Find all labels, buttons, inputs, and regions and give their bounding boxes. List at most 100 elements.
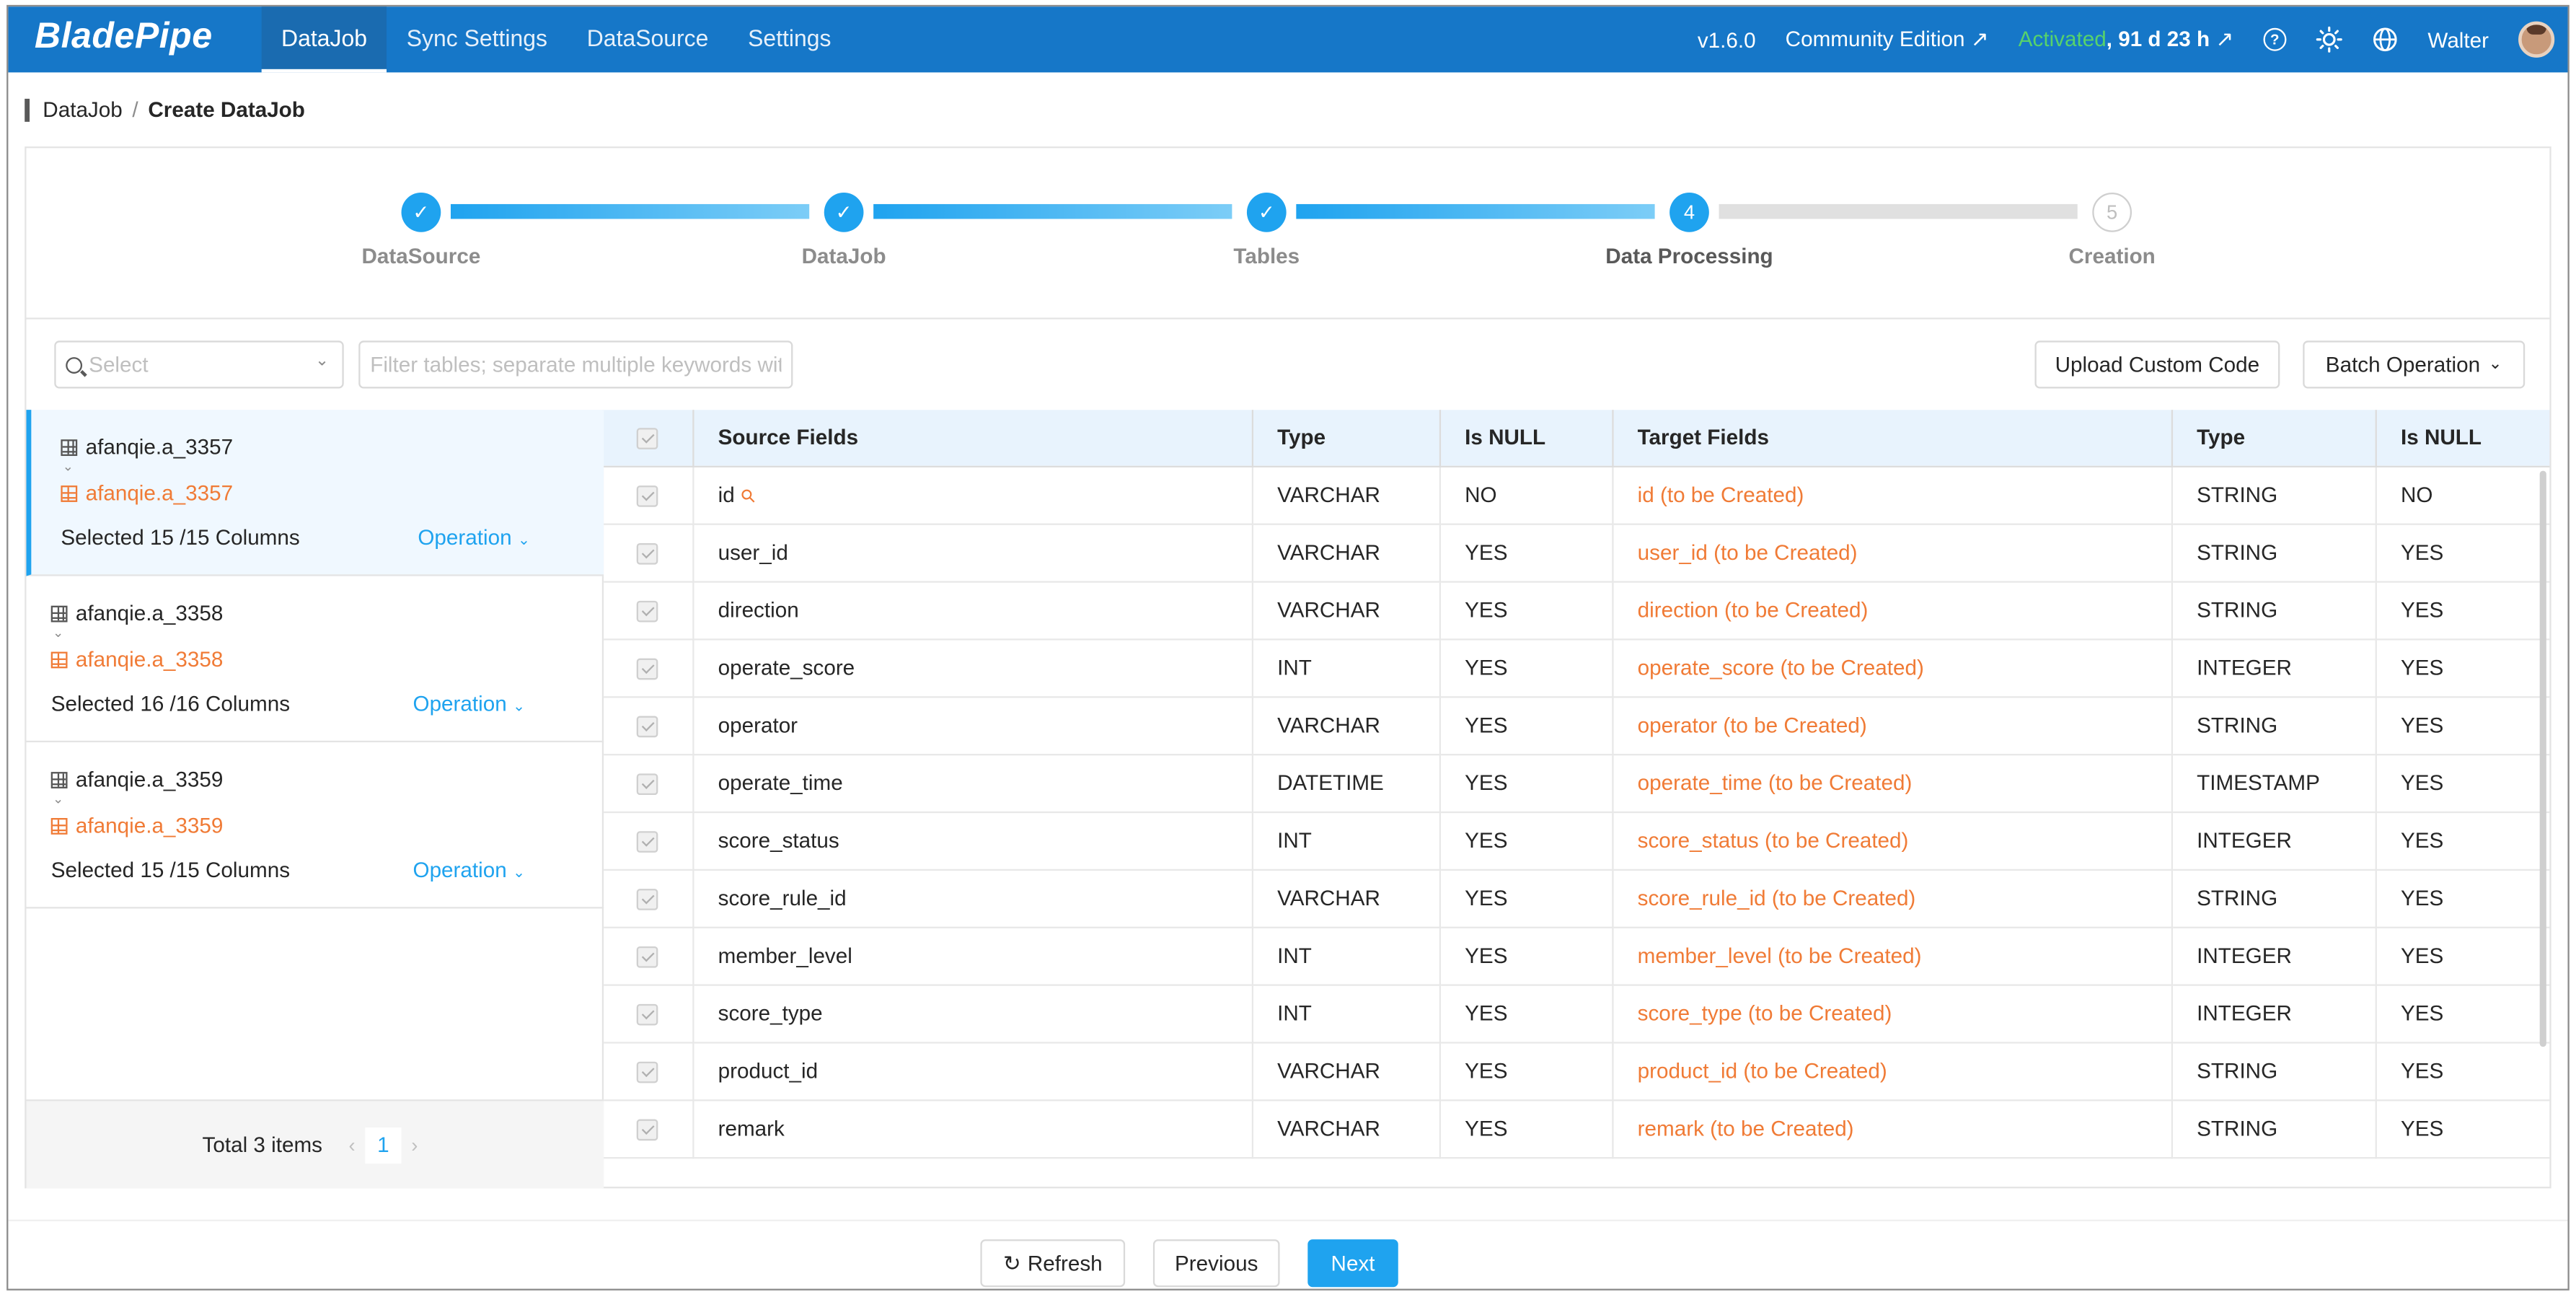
upload-custom-code-button[interactable]: Upload Custom Code [2034, 340, 2280, 389]
target-field-cell[interactable]: score_status (to be Created) [1612, 811, 2172, 870]
chevron-down-icon: ⌄ [62, 459, 74, 475]
table-row[interactable]: member_level INT YES member_level (to be Cr… [604, 926, 2550, 985]
target-null-cell: YES [2375, 754, 2550, 813]
target-field-cell[interactable]: user_id (to be Created) [1612, 523, 2172, 582]
table-row[interactable]: remark VARCHAR YES remark (to be Created) ST… [604, 1099, 2550, 1158]
target-null-cell: YES [2375, 1099, 2550, 1158]
sun-icon[interactable] [2316, 26, 2342, 53]
table-row[interactable]: operate_time DATETIME YES operate_time (to … [604, 754, 2550, 813]
target-field-cell[interactable]: member_level (to be Created) [1612, 926, 2172, 985]
question-circle-icon[interactable]: ? [2263, 27, 2287, 51]
source-type-cell: VARCHAR [1251, 465, 1440, 524]
target-field-cell[interactable]: direction (to be Created) [1612, 581, 2172, 640]
table-row[interactable]: direction VARCHAR YES direction (to be Crea… [604, 581, 2550, 640]
table-row[interactable]: score_status INT YES score_status (to be Cr… [604, 811, 2550, 870]
main-nav: DataJob Sync Settings DataSource Setting… [261, 6, 851, 73]
total-items: Total 3 items [202, 1132, 323, 1158]
row-checkbox[interactable] [637, 543, 658, 565]
list-item[interactable]: afanqie.a_3357 ⌄ afanqie.a_3357 Selected… [26, 410, 604, 576]
datasource-select[interactable]: Select ⌄ [54, 340, 344, 389]
source-null-cell: YES [1439, 696, 1613, 755]
list-item[interactable]: afanqie.a_3359 ⌄ afanqie.a_3359 Selected… [26, 742, 604, 909]
table-scrollbar[interactable] [2539, 470, 2546, 1047]
row-checkbox[interactable] [637, 716, 658, 738]
row-checkbox[interactable] [637, 1003, 658, 1026]
row-checkbox[interactable] [637, 773, 658, 796]
user-name[interactable]: Walter [2427, 27, 2489, 52]
table-row[interactable]: score_rule_id VARCHAR YES score_rule_id (to… [604, 869, 2550, 928]
table-row[interactable]: id ⚲ VARCHAR NO id (to be Created) STRING NO [604, 465, 2550, 524]
table-row[interactable]: operator VARCHAR YES operator (to be Create… [604, 696, 2550, 755]
target-type-cell: INTEGER [2171, 811, 2376, 870]
breadcrumb-parent[interactable]: DataJob [43, 97, 123, 122]
table-row[interactable]: score_type INT YES score_type (to be Create… [604, 984, 2550, 1043]
target-field-cell[interactable]: score_type (to be Created) [1612, 984, 2172, 1043]
operation-label: Operation [413, 857, 507, 882]
version-label: v1.6.0 [1697, 27, 1756, 52]
nav-item-datajob[interactable]: DataJob [261, 6, 387, 73]
row-checkbox[interactable] [637, 946, 658, 968]
source-field-name: operate_time [718, 770, 843, 796]
step-dot-datasource: ✓ [401, 192, 441, 232]
previous-button[interactable]: Previous [1152, 1239, 1280, 1288]
chevron-right-icon[interactable]: › [411, 1133, 418, 1156]
target-field-cell[interactable]: operator (to be Created) [1612, 696, 2172, 755]
row-checkbox[interactable] [637, 1061, 658, 1083]
selected-columns-count: Selected 16 /16 Columns [50, 691, 291, 716]
operation-dropdown[interactable]: Operation ⌄ [413, 691, 526, 716]
target-field-cell[interactable]: product_id (to be Created) [1612, 1042, 2172, 1101]
target-field-cell[interactable]: remark (to be Created) [1612, 1099, 2172, 1158]
row-checkbox[interactable] [637, 658, 658, 680]
select-all-cell [604, 410, 694, 467]
chevron-down-icon: ⌄ [517, 531, 531, 548]
row-checkbox[interactable] [637, 1119, 658, 1141]
operation-dropdown[interactable]: Operation ⌄ [418, 525, 530, 550]
logo[interactable]: BladePipe [34, 14, 213, 56]
step-line-2 [873, 203, 1232, 219]
refresh-label: Refresh [1027, 1251, 1103, 1276]
table-row[interactable]: product_id VARCHAR YES product_id (to be Cr… [604, 1042, 2550, 1101]
refresh-button[interactable]: ↻ Refresh [980, 1239, 1126, 1288]
batch-operation-button[interactable]: Batch Operation ⌄ [2303, 340, 2526, 389]
source-field-name: product_id [718, 1058, 819, 1083]
row-checkbox[interactable] [637, 831, 658, 853]
avatar[interactable] [2518, 21, 2555, 58]
source-table-name: afanqie.a_3357 [85, 434, 234, 460]
page-number[interactable]: 1 [365, 1126, 402, 1164]
row-checkbox[interactable] [637, 600, 658, 623]
list-item[interactable]: afanqie.a_3358 ⌄ afanqie.a_3358 Selected… [26, 576, 604, 743]
table-header-row: Source Fields Type Is NULL Target Fields… [604, 410, 2550, 467]
next-button[interactable]: Next [1307, 1239, 1398, 1288]
source-null-cell: YES [1439, 754, 1613, 813]
target-field-cell[interactable]: operate_time (to be Created) [1612, 754, 2172, 813]
operation-dropdown[interactable]: Operation ⌄ [413, 858, 526, 882]
source-field-name: user_id [718, 540, 788, 565]
table-row[interactable]: operate_score INT YES operate_score (to be … [604, 638, 2550, 698]
target-field-cell[interactable]: id (to be Created) [1612, 465, 2172, 524]
row-checkbox[interactable] [637, 485, 658, 507]
target-table-name: afanqie.a_3358 [75, 646, 224, 672]
table-row[interactable]: user_id VARCHAR YES user_id (to be Created)… [604, 523, 2550, 582]
select-placeholder: Select [89, 352, 149, 377]
nav-item-settings[interactable]: Settings [748, 25, 832, 51]
source-field-name: id [718, 482, 735, 507]
col-type: Type [1251, 410, 1440, 467]
globe-icon[interactable] [2372, 27, 2398, 53]
table-filter-input[interactable] [358, 340, 793, 389]
nav-item-sync-settings[interactable]: Sync Settings [406, 25, 548, 51]
target-field-cell[interactable]: operate_score (to be Created) [1612, 638, 2172, 698]
select-all-checkbox[interactable] [637, 428, 658, 450]
row-checkbox-cell [604, 926, 694, 985]
target-null-cell: YES [2375, 638, 2550, 698]
target-null-cell: YES [2375, 984, 2550, 1043]
nav-item-datasource[interactable]: DataSource [586, 25, 709, 51]
breadcrumb-bar [25, 97, 30, 121]
chevron-left-icon[interactable]: ‹ [348, 1133, 356, 1156]
target-field-cell[interactable]: score_rule_id (to be Created) [1612, 869, 2172, 928]
row-checkbox[interactable] [637, 889, 658, 910]
step-dot-creation: 5 [2092, 192, 2132, 232]
source-null-cell: YES [1439, 926, 1613, 985]
breadcrumb-separator: / [132, 97, 138, 122]
license-status[interactable]: Activated, 91 d 23 h ↗ [2019, 27, 2234, 53]
edition-link[interactable]: Community Edition ↗ [1786, 27, 1989, 53]
